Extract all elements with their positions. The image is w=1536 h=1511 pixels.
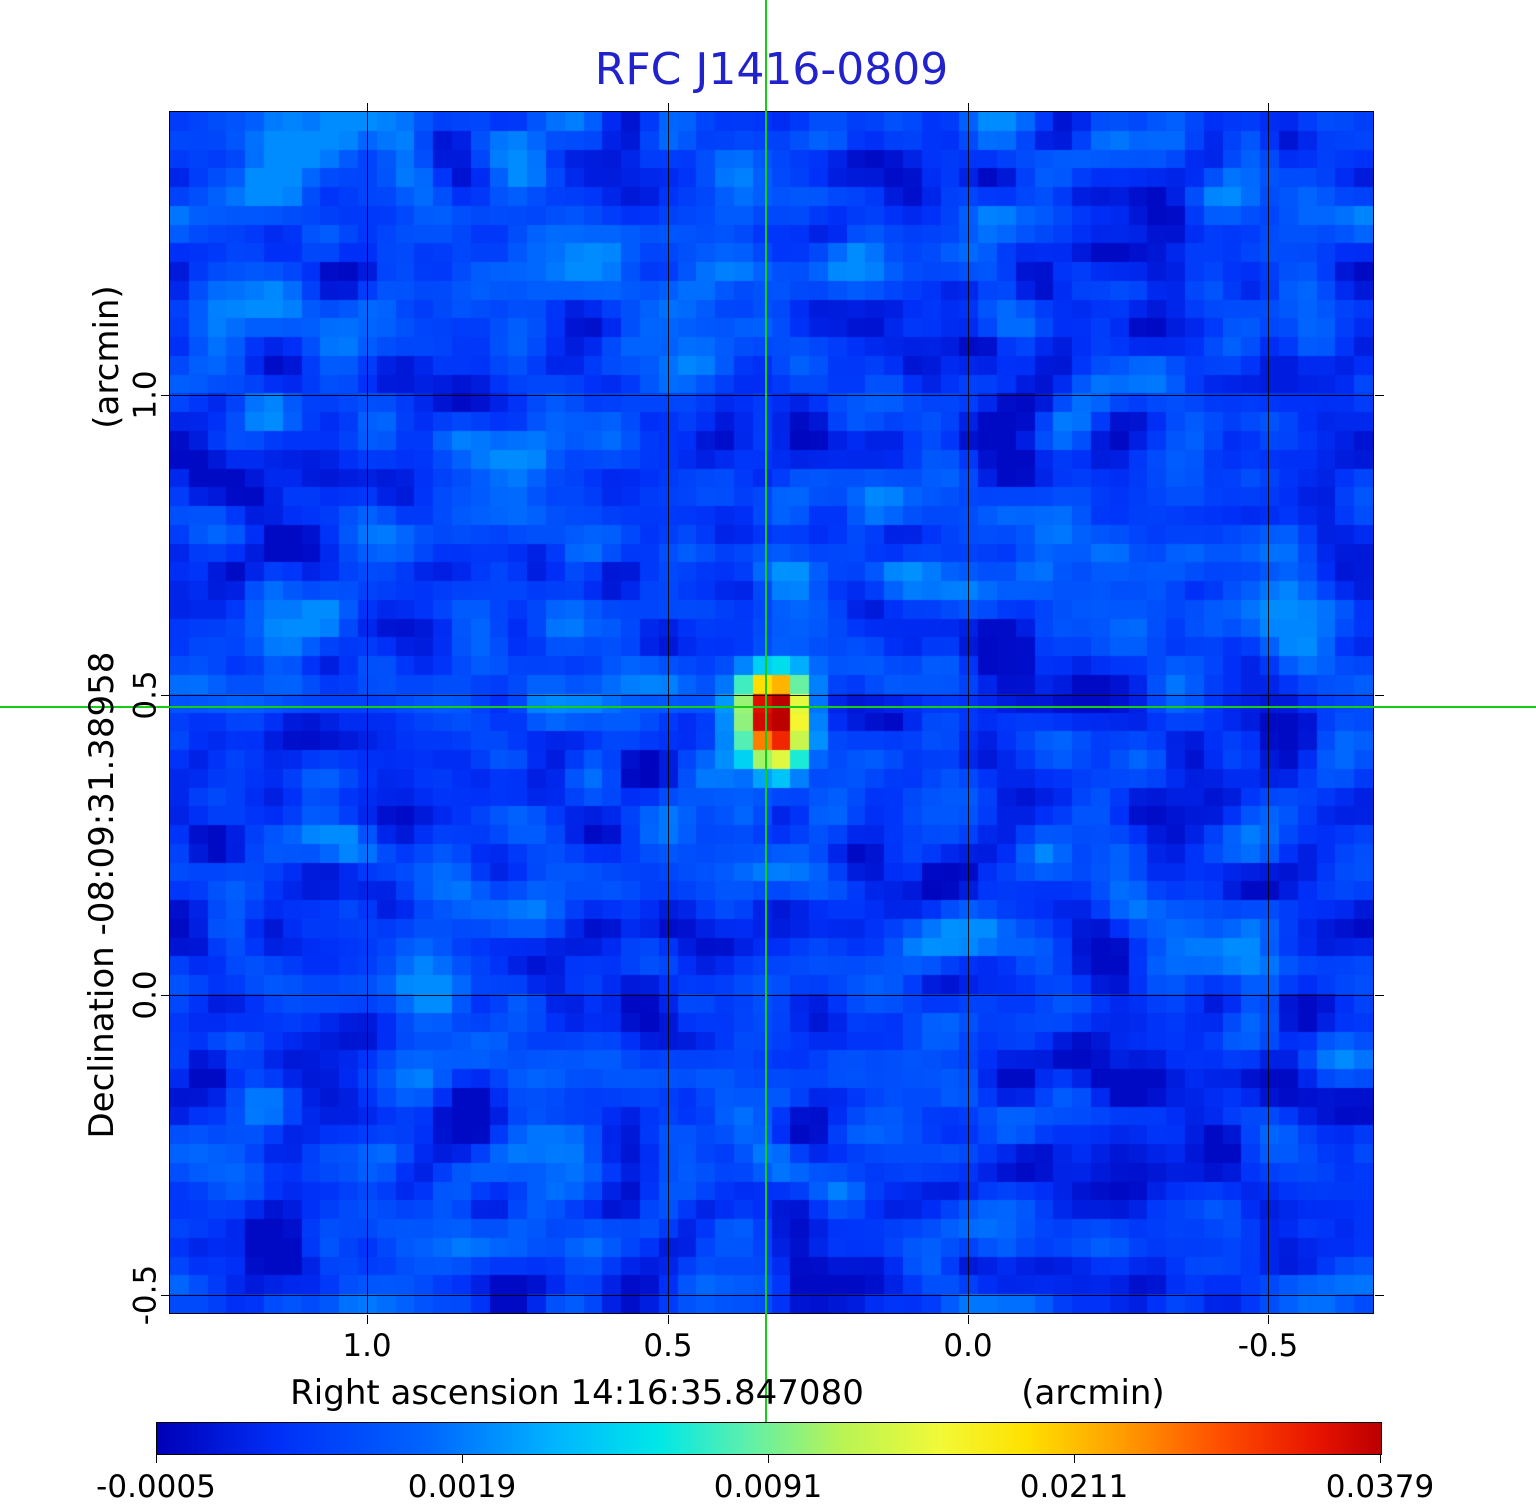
y-axis-tick bbox=[1375, 1295, 1384, 1296]
x-axis-tick bbox=[367, 1315, 368, 1324]
image-plot-area bbox=[169, 111, 1374, 1314]
x-gridline bbox=[1268, 112, 1269, 1313]
y-gridline bbox=[170, 995, 1373, 996]
crosshair-vertical-line bbox=[765, 0, 767, 1422]
page-title: RFC J1416-0809 bbox=[594, 44, 949, 95]
y-axis-label: Declination -08:09:31.38958 bbox=[82, 651, 122, 1139]
y-tick-label: 0.0 bbox=[127, 970, 164, 1020]
colorbar-tick bbox=[768, 1455, 769, 1463]
colorbar bbox=[156, 1422, 1382, 1455]
y-tick-label: 1.0 bbox=[127, 370, 164, 420]
x-axis-label: Right ascension 14:16:35.847080 bbox=[290, 1373, 864, 1413]
x-axis-unit-label: (arcmin) bbox=[1021, 1373, 1165, 1413]
y-axis-tick bbox=[161, 395, 170, 396]
crosshair-horizontal-line bbox=[0, 706, 1536, 708]
x-gridline bbox=[367, 112, 368, 1313]
colorbar-gradient-canvas bbox=[157, 1423, 1381, 1454]
y-axis-tick bbox=[161, 995, 170, 996]
y-axis-tick bbox=[1375, 395, 1384, 396]
y-axis-tick bbox=[1375, 995, 1384, 996]
colorbar-tick bbox=[156, 1455, 157, 1463]
y-axis-tick bbox=[161, 1295, 170, 1296]
x-gridline bbox=[668, 112, 669, 1313]
heatmap-canvas bbox=[170, 112, 1373, 1313]
y-gridline bbox=[170, 395, 1373, 396]
x-axis-tick bbox=[968, 1315, 969, 1324]
colorbar-tick-label: 0.0019 bbox=[407, 1469, 517, 1505]
x-tick-label: 0.5 bbox=[643, 1328, 693, 1364]
y-tick-label: -0.5 bbox=[127, 1264, 164, 1326]
colorbar-tick bbox=[462, 1455, 463, 1463]
y-axis-tick bbox=[1375, 695, 1384, 696]
x-tick-label: -0.5 bbox=[1237, 1328, 1299, 1364]
x-axis-tick bbox=[1268, 103, 1269, 112]
y-gridline bbox=[170, 695, 1373, 696]
x-axis-tick bbox=[668, 103, 669, 112]
x-axis-tick bbox=[1268, 1315, 1269, 1324]
colorbar-tick-label: 0.0211 bbox=[1019, 1469, 1129, 1505]
x-gridline bbox=[968, 112, 969, 1313]
y-tick-label: 0.5 bbox=[127, 670, 164, 720]
x-axis-tick bbox=[668, 1315, 669, 1324]
x-axis-tick bbox=[968, 103, 969, 112]
colorbar-tick bbox=[1074, 1455, 1075, 1463]
y-axis-unit-label: (arcmin) bbox=[87, 285, 127, 429]
colorbar-tick-label: -0.0005 bbox=[96, 1469, 216, 1505]
x-tick-label: 0.0 bbox=[943, 1328, 993, 1364]
y-gridline bbox=[170, 1295, 1373, 1296]
x-tick-label: 1.0 bbox=[342, 1328, 392, 1364]
x-axis-tick bbox=[367, 103, 368, 112]
colorbar-tick-label: 0.0091 bbox=[713, 1469, 823, 1505]
y-axis-tick bbox=[161, 695, 170, 696]
colorbar-tick-label: 0.0379 bbox=[1325, 1469, 1435, 1505]
colorbar-tick bbox=[1380, 1455, 1381, 1463]
